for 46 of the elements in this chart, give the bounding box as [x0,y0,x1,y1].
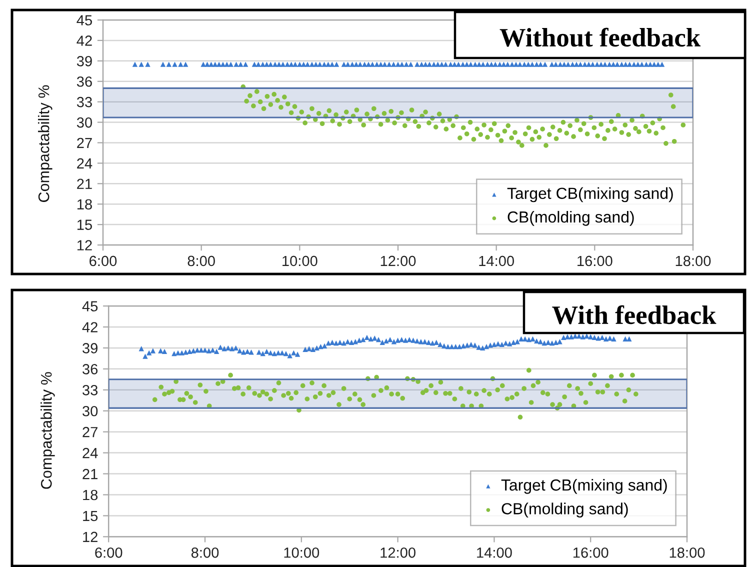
y-axis-title: Compactability % [38,85,52,202]
y-tick-label: 36 [82,364,98,374]
y-tick-label: 39 [76,56,92,66]
x-tick-label: 10:00 [282,256,318,266]
y-tick-label: 45 [76,15,92,26]
chart-title: Without feedback [500,28,701,47]
legend-label: Target CB(mixing sand) [501,478,667,494]
y-tick-label: 39 [82,343,98,354]
x-tick-label: 14:00 [479,256,514,266]
y-tick-label: 18 [83,490,98,500]
y-tick-label: 36 [76,76,92,87]
y-tick-label: 12 [77,240,92,250]
y-tick-label: 21 [77,178,92,189]
y-tick-label: 45 [82,301,98,312]
y-tick-label: 27 [77,138,92,148]
x-tick-label: 10:00 [284,548,320,558]
y-axis-title: Compactability % [40,372,55,489]
y-tick-label: 12 [83,532,98,542]
y-tick-label: 30 [82,406,98,416]
y-tick-label: 24 [77,158,92,168]
x-tick-label: 12:00 [380,548,416,558]
y-tick-label: 15 [83,510,98,522]
y-tick-label: 42 [82,322,98,332]
y-tick-label: 30 [76,117,92,128]
y-tick-label: 33 [76,96,92,108]
x-tick-label: 8:00 [188,256,215,266]
y-tick-label: 21 [82,468,98,480]
legend-label: Target CB(mixing sand) [507,187,673,202]
x-tick-label: 14:00 [477,548,512,558]
x-tick-label: 12:00 [380,256,416,266]
y-tick-label: 27 [82,426,98,438]
y-tick-label: 15 [77,220,92,230]
y-tick-label: 18 [77,199,92,210]
x-tick-label: 18:00 [670,548,705,558]
y-tick-label: 33 [82,384,98,396]
x-tick-label: 16:00 [573,548,608,558]
x-tick-label: 6:00 [95,548,122,558]
legend-label: CB(molding sand) [502,502,628,518]
y-tick-label: 42 [76,36,92,46]
x-tick-label: 6:00 [90,256,117,266]
x-tick-label: 8:00 [191,548,219,558]
chart-title: With feedback [552,305,716,324]
x-tick-label: 18:00 [676,256,711,266]
y-tick-label: 24 [82,448,98,458]
x-tick-label: 16:00 [578,256,612,266]
legend-label: CB(molding sand) [508,210,634,226]
